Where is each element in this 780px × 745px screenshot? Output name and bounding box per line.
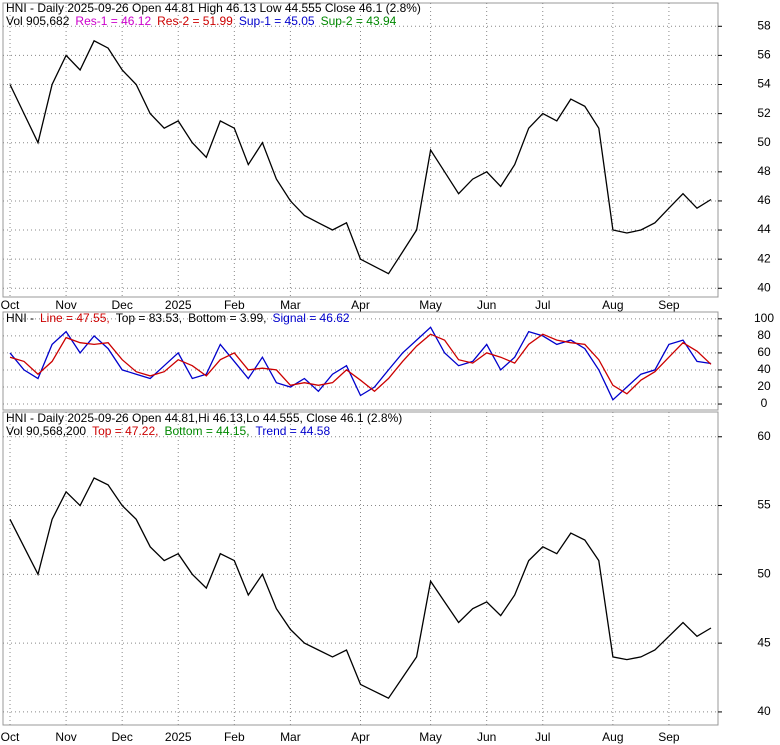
x-tick-label: Sep [658, 730, 680, 744]
annotation: Sup-1 = 45.05 [239, 14, 315, 28]
x-tick-label: Apr [351, 730, 370, 744]
annotation: Signal = 46.62 [273, 311, 350, 325]
y-tick-label: 80 [757, 328, 771, 342]
x-tick-label: Aug [602, 730, 623, 744]
chart-title: HNI - Daily 2025-09-26 Open 44.81 High 4… [6, 1, 421, 15]
x-tick-label: Jun [477, 730, 496, 744]
x-tick-label: Sep [658, 298, 680, 312]
y-tick-label: 40 [757, 362, 771, 376]
y-tick-label: 58 [757, 18, 771, 32]
y-tick-label: 42 [757, 251, 771, 265]
annotation: HNI - [6, 311, 34, 325]
x-tick-label: Jul [535, 730, 550, 744]
y-tick-label: 56 [757, 48, 771, 62]
y-tick-label: 40 [757, 704, 771, 718]
y-tick-label: 60 [757, 345, 771, 359]
x-tick-label: Oct [1, 730, 20, 744]
x-tick-label: Jul [535, 298, 550, 312]
annotation: Res-2 = 51.99 [157, 14, 233, 28]
annotation: Sup-2 = 43.94 [321, 14, 397, 28]
y-tick-label: 44 [757, 222, 771, 236]
y-tick-label: 52 [757, 106, 771, 120]
x-tick-label: 2025 [165, 730, 192, 744]
y-tick-label: 46 [757, 193, 771, 207]
x-tick-label: Oct [1, 298, 20, 312]
y-tick-label: 40 [757, 280, 771, 294]
x-tick-label: May [419, 298, 442, 312]
x-tick-label: Mar [280, 298, 301, 312]
x-tick-label: Dec [111, 298, 132, 312]
annotation: Vol 905,682 [6, 14, 70, 28]
annotation: Trend = 44.58 [256, 424, 331, 438]
y-tick-label: 50 [757, 567, 771, 581]
price-line [9, 326, 712, 401]
x-tick-label: Mar [280, 730, 301, 744]
y-tick-label: 0 [761, 396, 768, 410]
y-tick-label: 54 [757, 77, 771, 91]
y-tick-label: 60 [757, 429, 771, 443]
annotation: Line = 47.55, [40, 311, 110, 325]
price-line [9, 39, 712, 275]
x-tick-label: Aug [602, 298, 623, 312]
y-tick-label: 48 [757, 164, 771, 178]
x-tick-label: Feb [224, 298, 245, 312]
annotation: Top = 83.53, [116, 311, 182, 325]
y-tick-label: 50 [757, 135, 771, 149]
x-tick-label: May [419, 730, 442, 744]
annotation: Bottom = 3.99, [188, 311, 266, 325]
x-tick-label: 2025 [165, 298, 192, 312]
x-tick-label: Nov [55, 298, 76, 312]
x-tick-label: Nov [55, 730, 76, 744]
annotation: Bottom = 44.15, [164, 424, 249, 438]
annotation: Top = 47.22, [92, 424, 158, 438]
x-tick-label: Dec [111, 730, 132, 744]
x-tick-label: Feb [224, 730, 245, 744]
y-tick-label: 20 [757, 379, 771, 393]
y-tick-label: 45 [757, 635, 771, 649]
x-tick-label: Jun [477, 298, 496, 312]
y-tick-label: 100 [754, 311, 774, 325]
x-tick-label: Apr [351, 298, 370, 312]
annotation: Res-1 = 46.12 [75, 14, 151, 28]
annotation: Vol 90,568,200 [6, 424, 86, 438]
chart-title: HNI - Daily 2025-09-26 Open 44.81,Hi 46.… [6, 411, 402, 425]
y-tick-label: 55 [757, 498, 771, 512]
price-line [9, 477, 712, 700]
price-line [9, 333, 712, 395]
